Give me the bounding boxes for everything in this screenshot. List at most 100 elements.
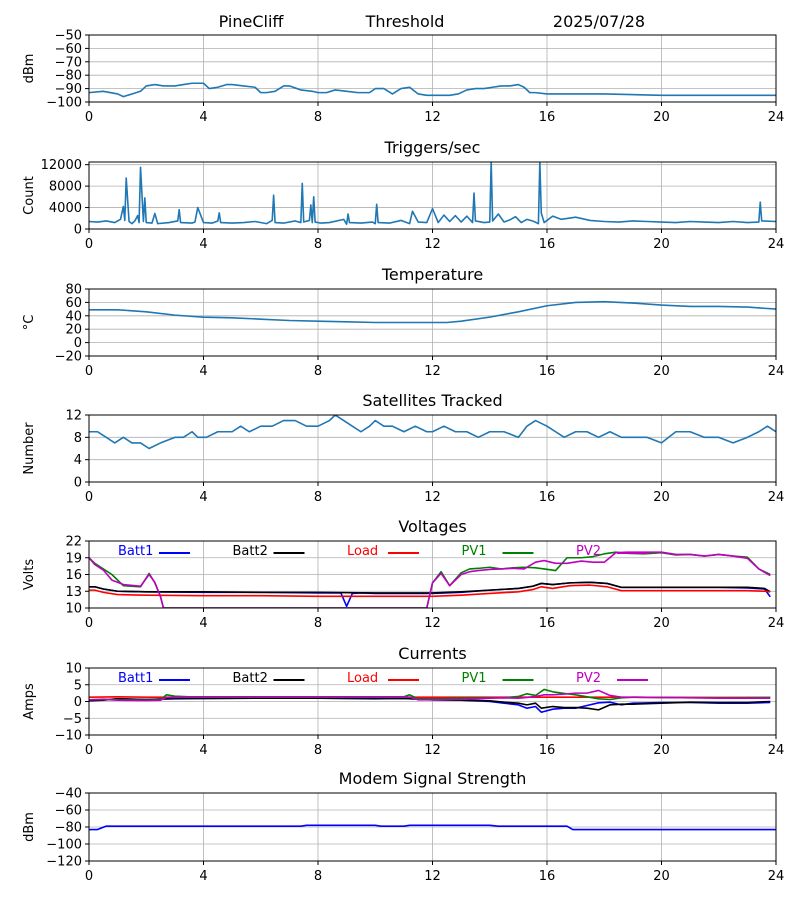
x-tick-label: 0	[85, 743, 93, 758]
series-line-main	[89, 824, 776, 831]
y-tick-label: 10	[65, 662, 82, 677]
x-tick-label: 20	[653, 743, 670, 758]
x-tick-label: 4	[199, 490, 207, 505]
x-tick-label: 8	[314, 869, 322, 884]
x-tick-label: 0	[85, 869, 93, 884]
x-tick-label: 16	[539, 237, 556, 252]
legend-label-batt2: Batt2	[233, 671, 268, 686]
series-line-batt2	[89, 581, 771, 594]
series-line-load	[89, 584, 771, 598]
y-tick-label: 80	[65, 283, 82, 298]
x-tick-label: 24	[768, 869, 785, 884]
x-tick-label: 8	[314, 237, 322, 252]
y-tick-label: 40	[65, 309, 82, 324]
y-tick-label: −40	[55, 787, 82, 802]
y-tick-label: −80	[55, 821, 82, 836]
chart-title: Voltages	[398, 517, 466, 536]
x-tick-label: 16	[539, 110, 556, 125]
x-tick-label: 8	[314, 490, 322, 505]
y-axis-label: Number	[22, 422, 37, 475]
x-tick-label: 24	[768, 490, 785, 505]
legend-label-pv1: PV1	[462, 544, 487, 559]
x-tick-label: 16	[539, 364, 556, 379]
y-tick-label: 0	[74, 336, 82, 351]
series-line-pv1	[89, 551, 771, 608]
series-line-pv1	[89, 688, 771, 701]
y-tick-label: 10	[65, 602, 82, 617]
x-tick-label: 20	[653, 364, 670, 379]
x-tick-label: 12	[424, 237, 441, 252]
x-tick-label: 12	[424, 364, 441, 379]
panel-satellites: 0 4 8 12 16 20 24 0 4 8 12 Satellites Tracked Number	[22, 391, 784, 505]
y-tick-label: −10	[55, 729, 82, 744]
y-tick-label: −50	[55, 29, 82, 44]
chart-title: Currents	[398, 644, 466, 663]
y-tick-label: −100	[46, 96, 82, 111]
y-tick-label: 20	[65, 323, 82, 338]
y-tick-label: 0	[74, 695, 82, 710]
y-tick-label: 12	[65, 409, 82, 424]
series-group	[89, 824, 776, 831]
y-tick-label: −60	[55, 804, 82, 819]
legend-label-batt2: Batt2	[233, 544, 268, 559]
x-tick-label: 16	[539, 869, 556, 884]
x-tick-label: 20	[653, 490, 670, 505]
series-group	[89, 82, 776, 98]
x-tick-label: 4	[199, 616, 207, 631]
x-tick-label: 4	[199, 364, 207, 379]
x-tick-label: 20	[653, 616, 670, 631]
x-tick-label: 0	[85, 616, 93, 631]
y-tick-label: 8	[74, 431, 82, 446]
x-tick-label: 24	[768, 110, 785, 125]
y-tick-label: −20	[55, 350, 82, 365]
x-tick-label: 24	[768, 237, 785, 252]
y-axis-label: Volts	[22, 559, 37, 591]
x-tick-label: 16	[539, 490, 556, 505]
legend: Batt1 Batt2 Load PV1 PV2	[118, 671, 648, 686]
x-tick-label: 4	[199, 237, 207, 252]
y-tick-label: 19	[65, 551, 82, 566]
x-tick-label: 8	[314, 364, 322, 379]
chart-title: Triggers/sec	[384, 138, 481, 157]
series-group	[89, 162, 776, 225]
header-date: 2025/07/28	[553, 12, 645, 31]
x-tick-label: 4	[199, 743, 207, 758]
y-axis-label: dBm	[22, 54, 37, 84]
x-tick-label: 20	[653, 110, 670, 125]
x-tick-label: 0	[85, 237, 93, 252]
y-tick-label: 12000	[41, 158, 82, 173]
y-axis-label: dBm	[22, 812, 37, 842]
y-axis-label: °C	[22, 315, 37, 331]
series-line-batt2	[89, 697, 771, 711]
panel-modem: 0 4 8 12 16 20 24 −120 −100 −80 −60 −40 Modem Signal…	[22, 769, 784, 884]
header-mode: Threshold	[365, 12, 445, 31]
y-tick-label: −120	[46, 855, 82, 870]
y-tick-label: −90	[55, 82, 82, 97]
x-tick-label: 0	[85, 364, 93, 379]
series-line-main	[89, 300, 776, 324]
y-tick-label: 13	[65, 585, 82, 600]
y-tick-label: 0	[74, 476, 82, 491]
chart-title: Modem Signal Strength	[339, 769, 527, 788]
series-line-main	[89, 162, 776, 225]
y-tick-label: 5	[74, 678, 82, 693]
x-tick-label: 20	[653, 237, 670, 252]
legend-label-batt1: Batt1	[118, 544, 153, 559]
y-tick-label: 8000	[49, 180, 82, 195]
y-tick-label: 60	[65, 296, 82, 311]
x-tick-label: 12	[424, 869, 441, 884]
y-tick-label: −5	[63, 712, 82, 727]
legend-label-pv1: PV1	[462, 671, 487, 686]
series-group	[89, 300, 776, 324]
x-tick-label: 24	[768, 364, 785, 379]
y-axis-label: Count	[22, 176, 37, 215]
series-group	[89, 415, 776, 450]
series-group	[89, 551, 771, 608]
series-line-pv2	[89, 551, 771, 608]
x-tick-label: 8	[314, 110, 322, 125]
x-tick-label: 0	[85, 490, 93, 505]
y-tick-label: −100	[46, 838, 82, 853]
